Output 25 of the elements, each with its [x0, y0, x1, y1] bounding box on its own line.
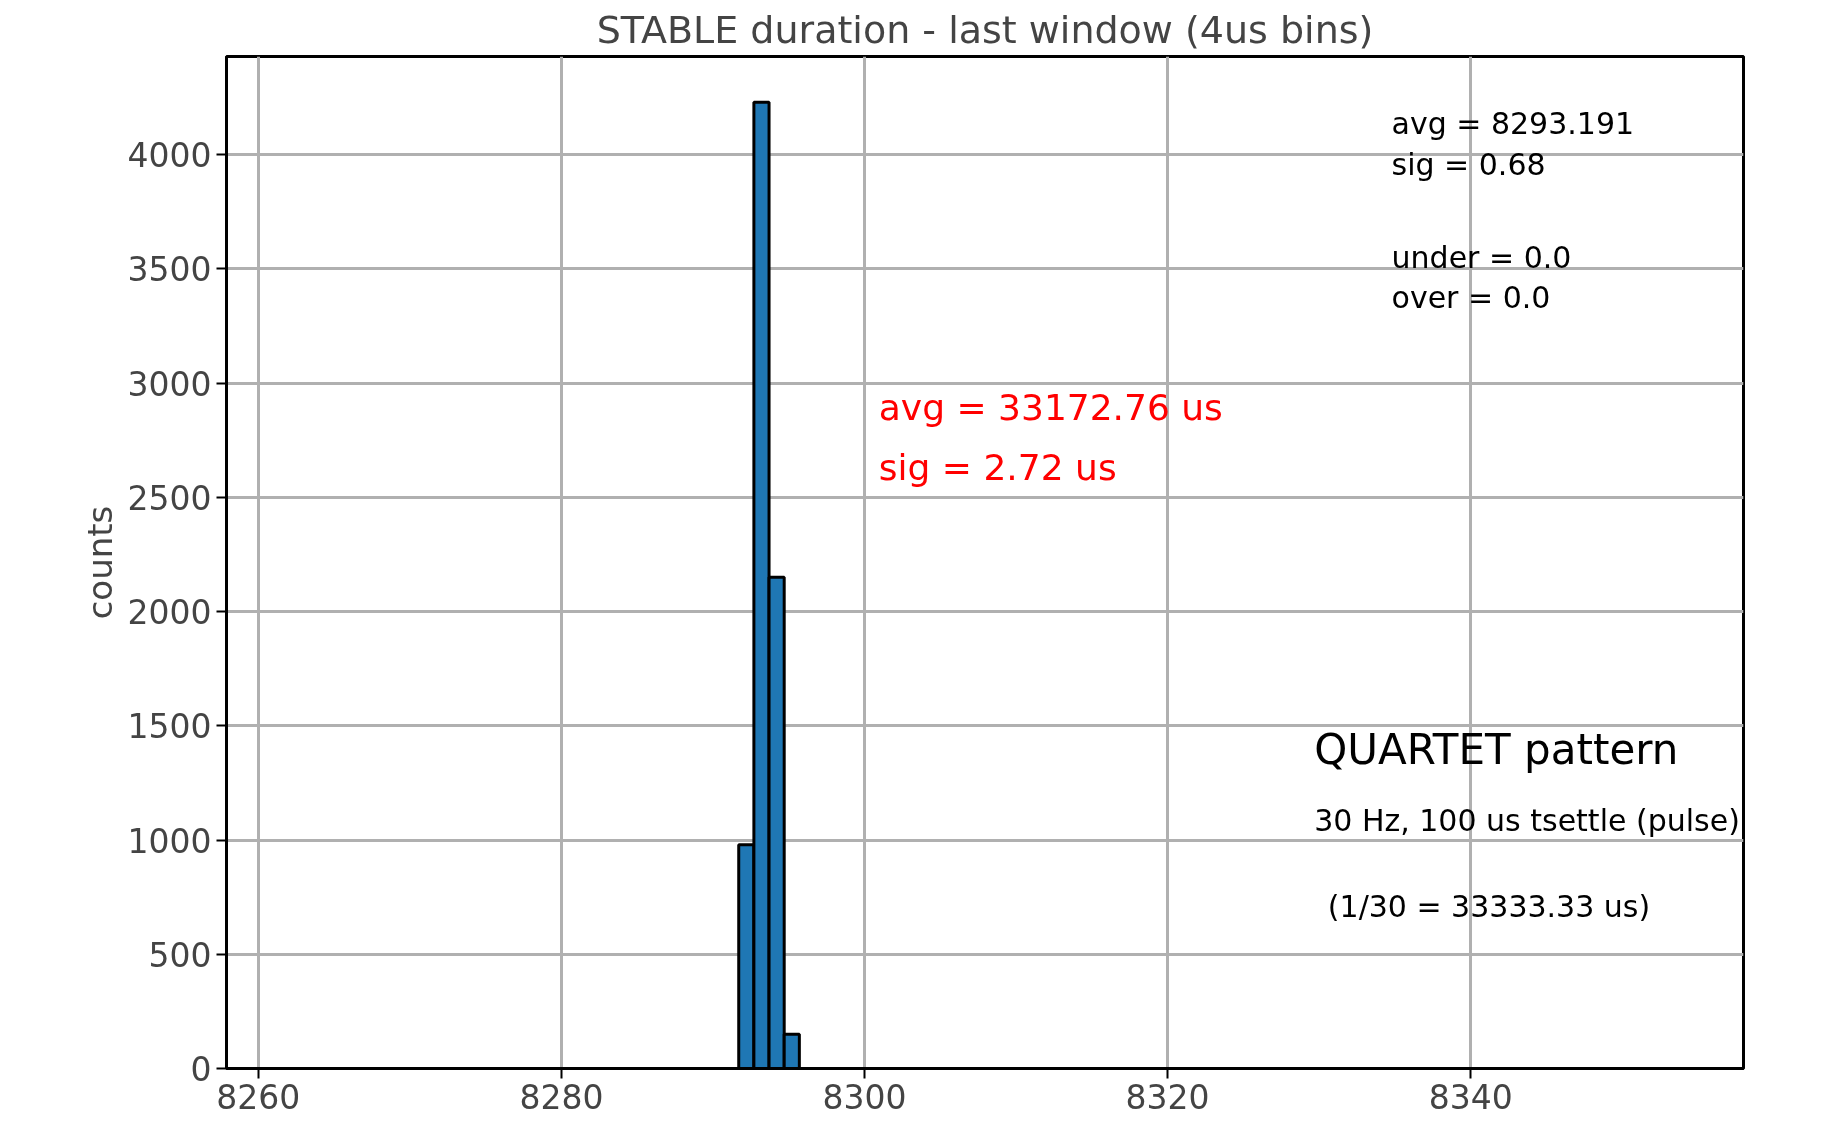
- annotation: 30 Hz, 100 us tsettle (pulse): [1314, 803, 1740, 839]
- x-tick-label: 8300: [822, 1077, 907, 1117]
- y-tick-label: 3500: [127, 250, 212, 290]
- y-tick-label: 4000: [127, 136, 212, 176]
- y-tick-label: 2500: [127, 478, 212, 518]
- y-tick-label: 2000: [127, 593, 212, 633]
- x-tick-label: 8340: [1428, 1077, 1513, 1117]
- x-tick-label: 8320: [1125, 1077, 1210, 1117]
- x-tick-label: 8260: [216, 1077, 301, 1117]
- annotation: under = 0.0: [1391, 240, 1572, 276]
- annotation: QUARTET pattern: [1314, 725, 1679, 775]
- y-tick-label: 1500: [127, 707, 212, 747]
- y-axis-title: counts: [79, 505, 120, 620]
- annotation: over = 0.0: [1391, 279, 1551, 315]
- x-tick-label: 8280: [519, 1077, 604, 1117]
- annotation: avg = 8293.191: [1391, 105, 1635, 141]
- y-tick-label: 1000: [127, 821, 212, 861]
- chart-title: STABLE duration - last window (4us bins): [596, 7, 1374, 52]
- y-tick-label: 500: [148, 935, 212, 975]
- annotation: sig = 0.68: [1391, 147, 1546, 183]
- annotation: sig = 2.72 us: [878, 446, 1117, 488]
- y-tick-label: 0: [190, 1050, 212, 1089]
- annotation: avg = 33172.76 us: [878, 387, 1223, 429]
- y-tick-label: 3000: [127, 364, 212, 404]
- annotation: (1/30 = 33333.33 us): [1327, 889, 1651, 925]
